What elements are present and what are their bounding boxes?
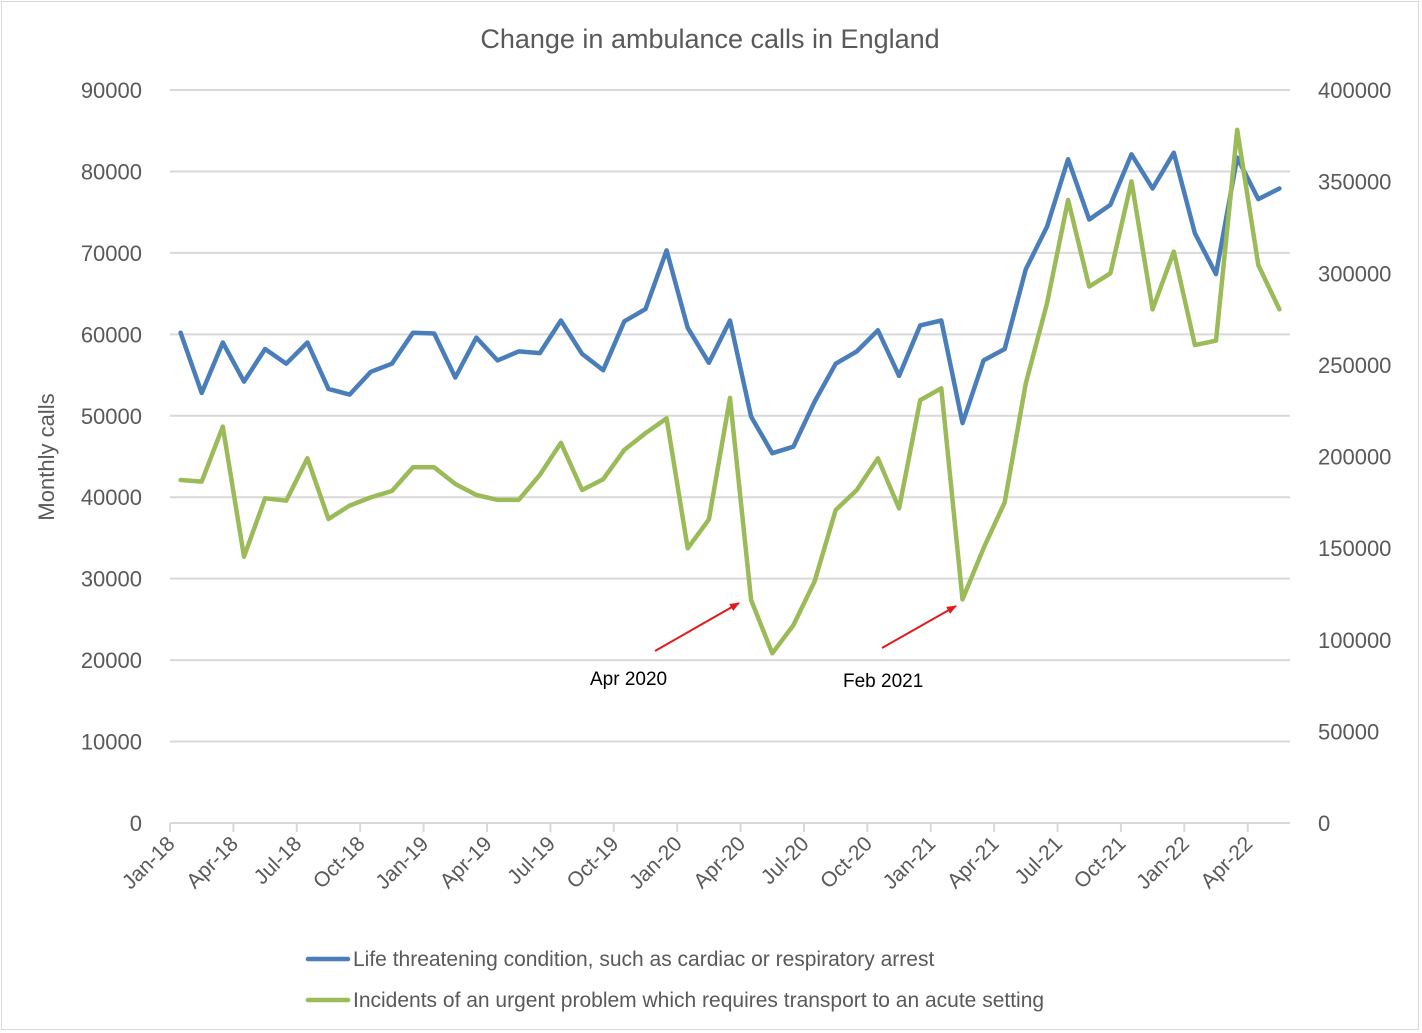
series-line-1 [178,150,1282,456]
x-tick-label: Oct-18 [309,832,370,893]
y-tick-label-left: 20000 [81,648,142,673]
y-tick-label-left: 0 [130,811,142,836]
annotation-label: Feb 2021 [843,671,923,692]
x-tick-label: Apr-20 [689,832,750,893]
y-axis-left: 0 10000 20000 30000 40000 50000 60000 70000 8000… [81,78,142,836]
gridlines [170,89,1290,743]
x-tick-label: Apr-21 [943,832,1004,893]
annotation-arrow [654,602,740,652]
y-tick-label-left: 30000 [81,567,142,592]
y-tick-label-left: 80000 [81,159,142,184]
x-tick-label: Jan-18 [118,832,180,894]
legend: Life threatening condition, such as card… [305,948,1044,1012]
x-tick-label: Jan-21 [879,832,941,894]
x-tick-label: Jan-19 [371,832,433,894]
y-tick-label-left: 60000 [81,322,142,347]
y-axis-title: Monthly calls [34,393,59,520]
x-tick-label: Jul-21 [1010,832,1067,889]
x-axis: Jan-18 Apr-18 Jul-18 Oct-18 Jan-19 Apr-19 Jul-… [118,822,1290,894]
y-axis-right: 0 50000 100000 150000 200000 250000 300000 3500… [1318,78,1391,836]
y-tick-label-left: 40000 [81,485,142,510]
x-tick-label: Oct-21 [1070,832,1131,893]
x-tick-label: Jul-19 [503,832,560,889]
annotation-arrow [881,605,957,649]
chart-title: Change in ambulance calls in England [480,24,939,54]
y-tick-label-left: 10000 [81,730,142,755]
x-tick-label: Jul-20 [757,832,814,889]
legend-label-2: Incidents of an urgent problem which req… [353,989,1044,1012]
y-tick-label-left: 70000 [81,241,142,266]
x-tick-label: Oct-20 [816,832,877,893]
x-tick-label: Jul-18 [250,832,307,889]
y-tick-label-right: 250000 [1318,353,1391,378]
series-layer [178,127,1282,656]
y-tick-label-left: 90000 [81,78,142,103]
y-tick-label-right: 0 [1318,811,1330,836]
y-tick-label-right: 150000 [1318,536,1391,561]
y-tick-label-right: 350000 [1318,170,1391,195]
annotations: Apr 2020 Feb 2021 [590,602,957,692]
y-tick-label-right: 200000 [1318,445,1391,470]
x-tick-label: Apr-19 [436,832,497,893]
y-tick-label-left: 50000 [81,404,142,429]
series-line-2 [178,127,1282,656]
y-tick-label-right: 400000 [1318,78,1391,103]
annotation-label: Apr 2020 [590,669,667,690]
x-tick-label: Apr-18 [182,832,243,893]
y-tick-label-right: 50000 [1318,719,1379,744]
y-tick-label-right: 100000 [1318,628,1391,653]
x-tick-label: Apr-22 [1196,832,1257,893]
legend-label-1: Life threatening condition, such as card… [353,948,934,971]
x-tick-label: Jan-20 [625,832,687,894]
x-tick-label: Jan-22 [1132,832,1194,894]
x-tick-label: Oct-19 [562,832,623,893]
y-tick-label-right: 300000 [1318,261,1391,286]
